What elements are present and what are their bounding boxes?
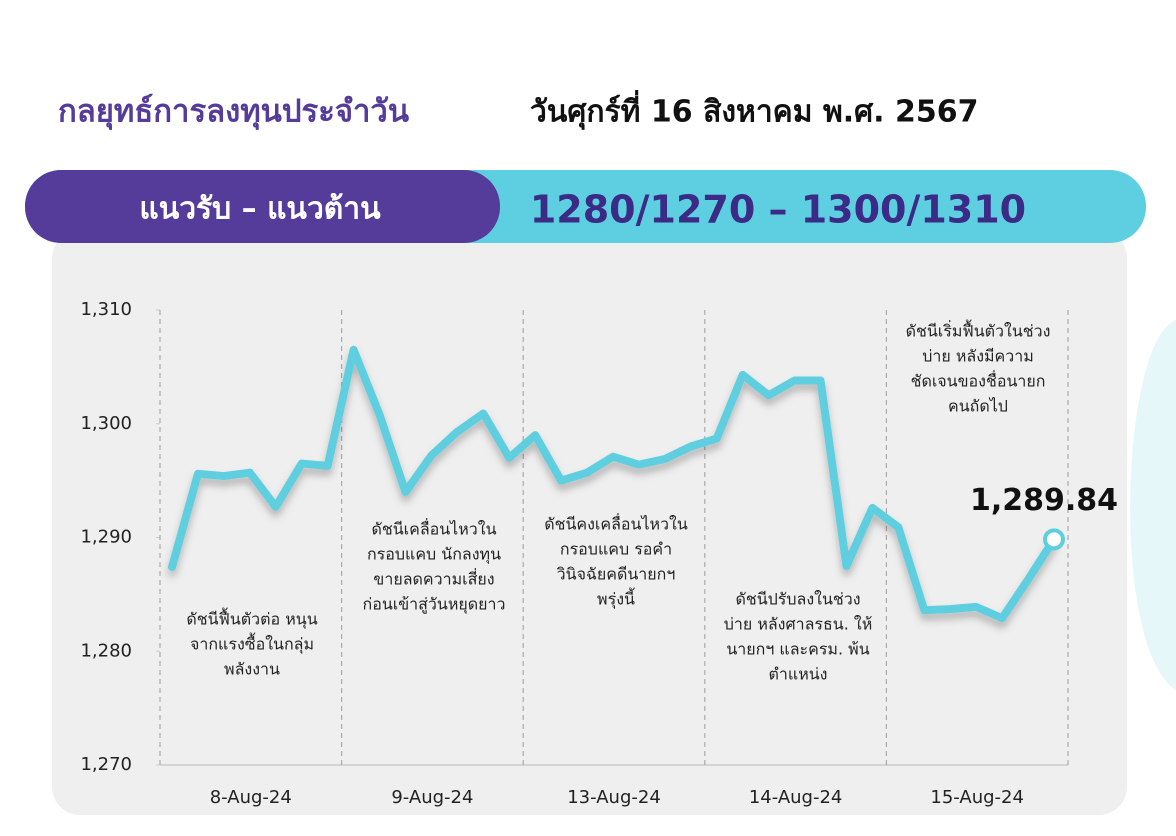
annotation: นายกฯ และครม. พ้น [726, 640, 869, 659]
y-tick-label: 1,300 [80, 413, 132, 434]
x-tick-label: 14-Aug-24 [749, 787, 843, 808]
panel [52, 230, 1127, 815]
x-tick-label: 15-Aug-24 [930, 787, 1024, 808]
line [168, 345, 1058, 623]
annotation: บ่าย หลังมีความ [922, 347, 1034, 366]
annotation: บ่าย หลังศาลรธน. ให้ [724, 615, 873, 634]
x-tick-label: 9-Aug-24 [391, 787, 473, 808]
end-point [1043, 528, 1065, 551]
date: วันศุกร์ที่ 16 สิงหาคม พ.ศ. 2567 [530, 90, 979, 131]
y-tick-label: 1,270 [80, 754, 132, 775]
value-label: 1,289.84 [970, 483, 1118, 518]
annotation: ชัดเจนของชื่อนายก [911, 370, 1046, 391]
x-tick-label: 8-Aug-24 [210, 787, 292, 808]
annotation: วินิจฉัยคดีนายกฯ [557, 565, 676, 584]
title: กลยุทธ์การลงทุนประจำวัน [58, 94, 409, 131]
annotation: พลังงาน [224, 660, 280, 679]
bg-shape [1130, 320, 1176, 690]
y-tick-label: 1,280 [80, 640, 132, 661]
annotation: ดัชนีเริ่มฟื้นตัวในช่วง [906, 320, 1051, 341]
annotation: ขายลดความเสี่ยง [373, 568, 494, 589]
annotation: ดัชนีคงเคลื่อนไหวใน [544, 513, 688, 534]
annotation: ก่อนเข้าสู่วันหยุดยาว [363, 595, 506, 615]
y-tick-label: 1,290 [80, 527, 132, 548]
annotation: ดัชนีฟื้นตัวต่อ หนุน [186, 608, 317, 630]
plot: 1,270 1,280 1,290 1,300 1,310 8-Aug-24 9-Aug-2… [80, 299, 1118, 808]
annotation: ตำแหน่ง [769, 665, 828, 684]
annotation: กรอบแคบ รอคำ [560, 540, 672, 559]
banner-levels: 1280/1270 – 1300/1310 [530, 188, 1026, 232]
banner-label-bg [25, 170, 500, 243]
y-tick-label: 1,310 [80, 299, 132, 320]
annotation: กรอบแคบ นักลงทุน [367, 545, 501, 565]
annotation: ดัชนีเคลื่อนไหวใน [371, 518, 496, 539]
annotation: จากแรงซื้อในกลุ่ม [190, 633, 314, 655]
annotation: คนถัดไป [948, 397, 1008, 416]
x-tick-label: 13-Aug-24 [567, 787, 661, 808]
annotation: พรุ่งนี้ [597, 588, 635, 610]
banner-label: แนวรับ – แนวต้าน [139, 192, 381, 227]
annotation: ดัชนีปรับลงในช่วง [735, 590, 860, 609]
